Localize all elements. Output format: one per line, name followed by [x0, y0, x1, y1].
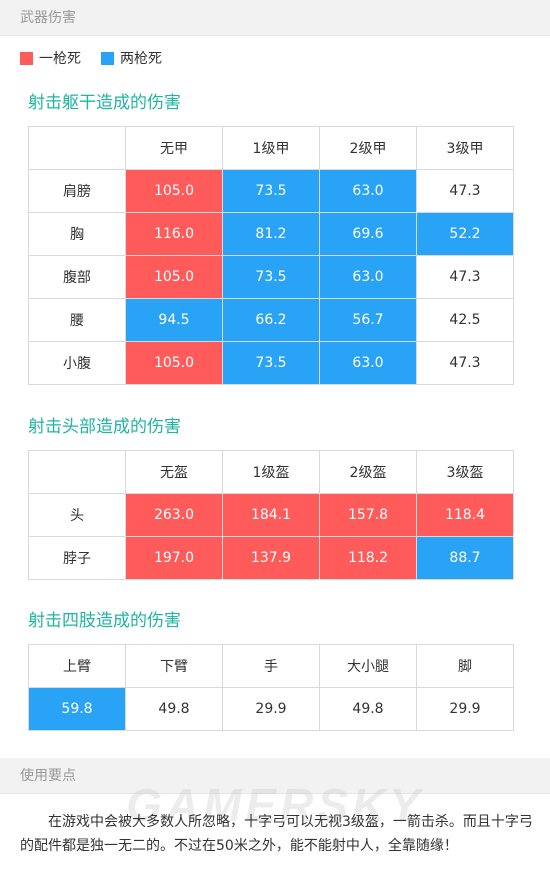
damage-cell: 105.0 [125, 255, 223, 299]
damage-cell: 94.5 [125, 298, 223, 342]
table-row: 小腹 105.0 73.5 63.0 47.3 [28, 341, 514, 385]
column-header: 下臂 [125, 644, 223, 688]
damage-cell: 29.9 [222, 687, 320, 731]
damage-cell: 137.9 [222, 536, 320, 580]
table-row: 59.8 49.8 29.9 49.8 29.9 [28, 687, 514, 731]
table-row: 头 263.0 184.1 157.8 118.4 [28, 493, 514, 537]
row-label: 腰 [28, 298, 126, 342]
damage-cell: 52.2 [416, 212, 514, 256]
legend-label: 两枪死 [120, 51, 162, 67]
damage-cell: 49.8 [319, 687, 417, 731]
column-header: 手 [222, 644, 320, 688]
section-title: 武器伤害 [20, 10, 76, 26]
damage-cell: 88.7 [416, 536, 514, 580]
damage-cell: 47.3 [416, 341, 514, 385]
damage-cell: 29.9 [416, 687, 514, 731]
damage-cell: 59.8 [28, 687, 126, 731]
row-label: 胸 [28, 212, 126, 256]
column-header: 1级甲 [222, 126, 320, 170]
torso-damage-table: 无甲 1级甲 2级甲 3级甲 肩膀 105.0 73.5 63.0 47.3 胸 116.0 81.2… [28, 126, 514, 385]
column-header [28, 126, 126, 170]
legend-swatch-blue [101, 51, 114, 65]
legend-swatch-red [20, 51, 33, 65]
column-header: 2级盔 [319, 450, 417, 494]
head-title: 射击头部造成的伤害 [28, 417, 181, 437]
column-header: 3级甲 [416, 126, 514, 170]
limbs-title: 射击四肢造成的伤害 [28, 611, 181, 631]
column-header [28, 450, 126, 494]
table-row: 腹部 105.0 73.5 63.0 47.3 [28, 255, 514, 299]
damage-cell: 263.0 [125, 493, 223, 537]
column-header: 无盔 [125, 450, 223, 494]
section-header-tips: 使用要点 [0, 758, 550, 794]
section-header-weapon-damage: 武器伤害 [0, 0, 550, 36]
damage-cell: 73.5 [222, 255, 320, 299]
row-label: 脖子 [28, 536, 126, 580]
header-row: 无甲 1级甲 2级甲 3级甲 [28, 126, 514, 170]
damage-cell: 66.2 [222, 298, 320, 342]
damage-cell: 47.3 [416, 169, 514, 213]
torso-title: 射击躯干造成的伤害 [28, 93, 181, 113]
damage-cell: 63.0 [319, 255, 417, 299]
damage-cell: 69.6 [319, 212, 417, 256]
table-row: 胸 116.0 81.2 69.6 52.2 [28, 212, 514, 256]
damage-cell: 157.8 [319, 493, 417, 537]
damage-cell: 116.0 [125, 212, 223, 256]
damage-cell: 118.4 [416, 493, 514, 537]
legend: 一枪死 两枪死 [20, 48, 182, 68]
damage-cell: 42.5 [416, 298, 514, 342]
damage-cell: 73.5 [222, 341, 320, 385]
damage-cell: 56.7 [319, 298, 417, 342]
header-row: 上臂 下臂手大小腿脚 [28, 644, 514, 688]
damage-cell: 81.2 [222, 212, 320, 256]
row-label: 肩膀 [28, 169, 126, 213]
column-header: 3级盔 [416, 450, 514, 494]
damage-cell: 63.0 [319, 169, 417, 213]
limbs-damage-table: 上臂 下臂手大小腿脚 59.8 49.8 29.9 49.8 29.9 [28, 644, 514, 731]
legend-item-one-shot: 一枪死 [20, 48, 81, 68]
damage-cell: 49.8 [125, 687, 223, 731]
table-row: 腰 94.5 66.2 56.7 42.5 [28, 298, 514, 342]
column-header: 大小腿 [319, 644, 417, 688]
damage-cell: 184.1 [222, 493, 320, 537]
column-header: 2级甲 [319, 126, 417, 170]
column-header: 脚 [416, 644, 514, 688]
head-damage-table: 无盔 1级盔 2级盔 3级盔头 263.0 184.1 157.8 118.4 脖子 197.0 1… [28, 450, 514, 580]
damage-cell: 73.5 [222, 169, 320, 213]
column-header: 上臂 [28, 644, 126, 688]
row-label: 腹部 [28, 255, 126, 299]
row-label: 头 [28, 493, 126, 537]
legend-item-two-shot: 两枪死 [101, 48, 162, 68]
header-row: 无盔 1级盔 2级盔 3级盔 [28, 450, 514, 494]
damage-cell: 118.2 [319, 536, 417, 580]
legend-label: 一枪死 [39, 51, 81, 67]
table-row: 肩膀 105.0 73.5 63.0 47.3 [28, 169, 514, 213]
damage-cell: 197.0 [125, 536, 223, 580]
damage-cell: 105.0 [125, 169, 223, 213]
row-label: 小腹 [28, 341, 126, 385]
damage-cell: 105.0 [125, 341, 223, 385]
damage-cell: 63.0 [319, 341, 417, 385]
section-title: 使用要点 [20, 768, 76, 784]
tips-paragraph: 在游戏中会被大多数人所忽略，十字弓可以无视3级盔，一箭击杀。而且十字弓的配件都是… [20, 814, 533, 854]
column-header: 1级盔 [222, 450, 320, 494]
table-row: 脖子 197.0 137.9 118.2 88.7 [28, 536, 514, 580]
column-header: 无甲 [125, 126, 223, 170]
damage-cell: 47.3 [416, 255, 514, 299]
